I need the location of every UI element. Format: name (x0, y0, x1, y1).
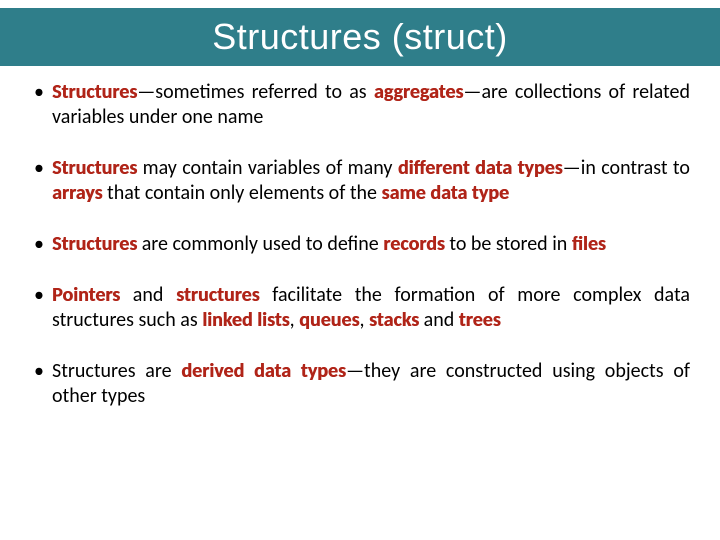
text-run: —sometimes referred to as (137, 80, 374, 104)
slide-title: Structures (struct) (212, 16, 508, 57)
keyword: Structures (52, 232, 137, 256)
keyword: Structures (52, 156, 137, 180)
text-run: that contain only elements of the (103, 181, 382, 205)
keyword: aggregates (374, 80, 464, 104)
text-run: to be stored in (445, 232, 572, 256)
keyword: different data types (398, 156, 563, 180)
text-run: and (120, 283, 176, 307)
keyword: linked lists (202, 308, 289, 332)
text-run: and (419, 308, 459, 332)
text-run: , (290, 308, 300, 332)
keyword: derived data types (181, 359, 346, 383)
bullet-item: Structures—sometimes referred to as aggr… (30, 80, 690, 130)
keyword: arrays (52, 181, 103, 205)
text-run: , (359, 308, 369, 332)
keyword: Pointers (52, 283, 120, 307)
keyword: same data type (382, 181, 509, 205)
keyword: records (383, 232, 445, 256)
text-run: Structures are (52, 359, 181, 383)
keyword: files (572, 232, 606, 256)
bullet-item: Structures are commonly used to define r… (30, 232, 690, 257)
bullet-item: Structures are derived data types—they a… (30, 359, 690, 409)
text-run: —in contrast to (563, 156, 690, 180)
title-bar: Structures (struct) (0, 8, 720, 66)
keyword: stacks (369, 308, 419, 332)
text-run: may contain variables of many (137, 156, 398, 180)
keyword: trees (459, 308, 501, 332)
bullet-item: Structures may contain variables of many… (30, 156, 690, 206)
slide-content: Structures—sometimes referred to as aggr… (30, 80, 690, 435)
keyword: structures (176, 283, 260, 307)
bullet-list: Structures—sometimes referred to as aggr… (30, 80, 690, 409)
keyword: queues (299, 308, 359, 332)
keyword: Structures (52, 80, 137, 104)
bullet-item: Pointers and structures facilitate the f… (30, 283, 690, 333)
text-run: are commonly used to define (137, 232, 383, 256)
slide: Structures (struct) Structures—sometimes… (0, 0, 720, 540)
